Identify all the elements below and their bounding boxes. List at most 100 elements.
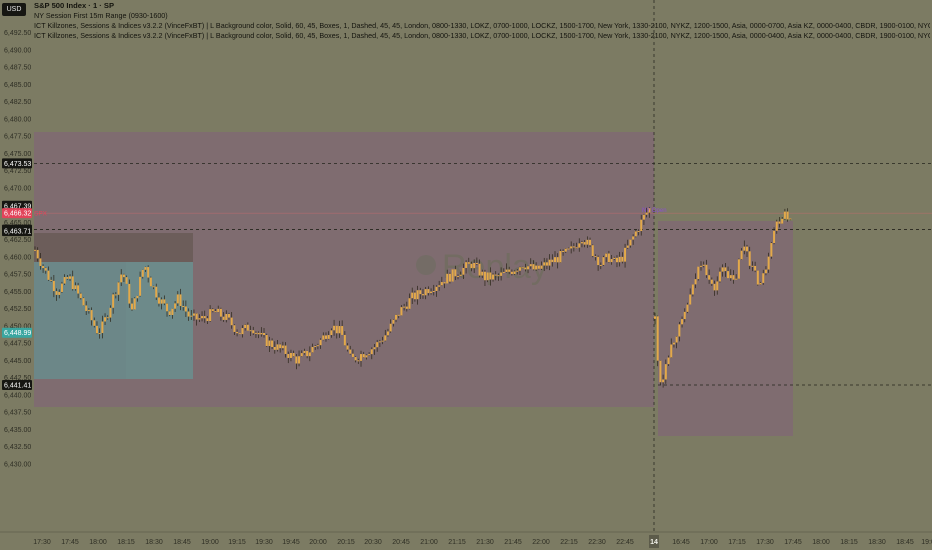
x-axis-tick: 17:45 bbox=[61, 539, 79, 546]
candle bbox=[481, 271, 484, 276]
candle bbox=[322, 335, 325, 340]
x-axis-tick: 20:00 bbox=[309, 539, 327, 546]
candle bbox=[79, 293, 82, 299]
candle bbox=[645, 212, 648, 215]
candle bbox=[648, 208, 651, 213]
candle bbox=[727, 271, 730, 279]
candle bbox=[559, 251, 562, 263]
candle bbox=[395, 314, 398, 320]
symbol-tag: SPX bbox=[34, 211, 48, 218]
candle bbox=[160, 299, 163, 304]
candle bbox=[446, 273, 449, 284]
candle bbox=[333, 325, 336, 331]
indicator-legend-2[interactable]: ICT Killzones, Sessions & Indices v3.2.2… bbox=[34, 22, 930, 30]
candle bbox=[36, 249, 39, 259]
candle bbox=[149, 277, 152, 287]
candle bbox=[610, 259, 613, 263]
candle bbox=[537, 265, 540, 269]
y-axis-tick: 6,482.50 bbox=[4, 99, 31, 106]
candle bbox=[71, 276, 74, 290]
candle bbox=[551, 259, 554, 263]
candle bbox=[443, 282, 446, 284]
candle bbox=[483, 271, 486, 281]
candle bbox=[773, 230, 776, 244]
candle bbox=[708, 275, 711, 280]
candle bbox=[381, 340, 384, 342]
candle bbox=[694, 279, 697, 285]
candle bbox=[289, 353, 292, 358]
candle bbox=[664, 364, 667, 380]
x-axis-tick: 18:45 bbox=[896, 539, 914, 546]
candle bbox=[292, 353, 295, 357]
price-tag-label: 6,448.99 bbox=[4, 330, 31, 337]
candle bbox=[168, 311, 171, 315]
candle bbox=[362, 354, 365, 358]
candle bbox=[128, 283, 131, 304]
candle bbox=[190, 315, 193, 317]
candle bbox=[324, 335, 327, 339]
x-axis-tick: 19:15 bbox=[228, 539, 246, 546]
candle bbox=[589, 239, 592, 246]
candle bbox=[163, 299, 166, 304]
candle bbox=[654, 316, 656, 319]
first-15m-range-box bbox=[34, 262, 193, 379]
candle bbox=[642, 214, 645, 220]
candle bbox=[211, 309, 214, 312]
candle bbox=[192, 313, 195, 316]
candle bbox=[594, 256, 597, 258]
candle bbox=[689, 294, 692, 305]
candle bbox=[626, 245, 629, 248]
x-axis-tick: 21:00 bbox=[420, 539, 438, 546]
candle bbox=[678, 324, 681, 337]
candle bbox=[314, 346, 317, 348]
candle bbox=[686, 304, 689, 312]
y-axis-tick: 6,430.00 bbox=[4, 461, 31, 468]
candle bbox=[783, 211, 786, 219]
candle bbox=[724, 267, 727, 272]
candle bbox=[125, 277, 128, 284]
x-axis-tick: 18:00 bbox=[812, 539, 830, 546]
candle bbox=[109, 307, 112, 318]
indicator-legend-1[interactable]: NY Session First 15m Range (0930-1600) bbox=[34, 12, 168, 20]
candle bbox=[77, 285, 80, 294]
currency-button[interactable]: USD bbox=[2, 3, 26, 16]
candle bbox=[586, 239, 589, 245]
candle bbox=[634, 231, 637, 237]
candle bbox=[670, 344, 673, 358]
candle bbox=[605, 253, 608, 258]
candle bbox=[122, 274, 125, 278]
candle bbox=[316, 345, 319, 347]
candle bbox=[419, 290, 422, 295]
candle bbox=[69, 276, 72, 279]
candle bbox=[281, 345, 284, 349]
candle bbox=[527, 266, 530, 270]
candle bbox=[230, 317, 233, 326]
candle bbox=[681, 319, 684, 325]
candle bbox=[448, 273, 451, 282]
candle bbox=[66, 277, 69, 279]
candle bbox=[770, 243, 773, 257]
candle bbox=[737, 259, 740, 279]
y-axis-tick: 6,437.50 bbox=[4, 410, 31, 417]
candle bbox=[615, 257, 618, 263]
candle bbox=[227, 314, 230, 318]
candle bbox=[147, 267, 150, 278]
candle bbox=[136, 295, 139, 299]
candle bbox=[139, 276, 142, 296]
x-axis-tick: 18:45 bbox=[173, 539, 191, 546]
candle bbox=[392, 319, 395, 324]
candle bbox=[217, 308, 220, 313]
symbol-title[interactable]: S&P 500 Index · 1 · SP bbox=[34, 2, 115, 10]
candle bbox=[721, 267, 724, 272]
indicator-legend-3[interactable]: ICT Killzones, Sessions & Indices v3.2.2… bbox=[34, 32, 930, 40]
candle bbox=[473, 262, 476, 269]
x-axis-tick: 18:15 bbox=[117, 539, 135, 546]
candle bbox=[238, 333, 241, 335]
candle bbox=[157, 297, 160, 304]
candle bbox=[225, 314, 228, 320]
candle bbox=[548, 259, 551, 266]
x-axis-tick: 20:30 bbox=[364, 539, 382, 546]
y-axis-tick: 6,470.00 bbox=[4, 185, 31, 192]
candle bbox=[729, 275, 732, 279]
